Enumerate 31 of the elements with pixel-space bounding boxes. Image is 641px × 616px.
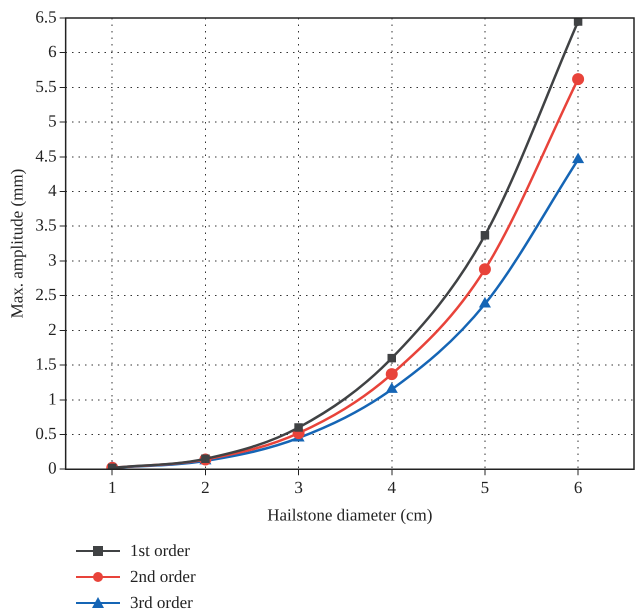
- x-tick-label: 3: [294, 478, 303, 497]
- legend-label: 1st order: [130, 541, 190, 561]
- x-tick-label: 4: [388, 478, 396, 497]
- y-tick-label: 0: [48, 458, 57, 478]
- point: [294, 423, 303, 432]
- y-tick-label: 1: [48, 389, 57, 408]
- y-tick-label: 3.5: [35, 216, 57, 235]
- y-tick-label: 4.5: [35, 146, 57, 166]
- y-tick-label: 5.5: [35, 76, 57, 96]
- y-tick-label: 4: [48, 181, 58, 200]
- x-tick-label: 5: [480, 478, 490, 497]
- point: [572, 73, 584, 86]
- x-tick-label: 2: [201, 478, 210, 497]
- y-tick-label: 2: [48, 320, 57, 339]
- y-axis-title: Max. amplitude (mm): [8, 168, 27, 318]
- y-tick-label: 6: [48, 42, 57, 62]
- y-tick-label: 5: [48, 112, 57, 131]
- point: [388, 354, 396, 362]
- y-tick-label: 2.5: [35, 285, 57, 304]
- y-tick-label: 3: [48, 250, 57, 270]
- y-tick-label: 6.5: [35, 7, 57, 26]
- x-tick-label: 1: [108, 478, 116, 497]
- y-tick-label: 0.5: [35, 424, 57, 443]
- point: [386, 368, 398, 380]
- x-axis-title: Hailstone diameter (cm): [267, 505, 432, 524]
- point: [478, 263, 491, 276]
- legend-label: 3rd order: [130, 593, 193, 613]
- y-tick-label: 1.5: [35, 354, 57, 374]
- legend-label: 2nd order: [130, 567, 196, 587]
- x-tick-label: 6: [574, 478, 582, 497]
- point: [480, 231, 490, 240]
